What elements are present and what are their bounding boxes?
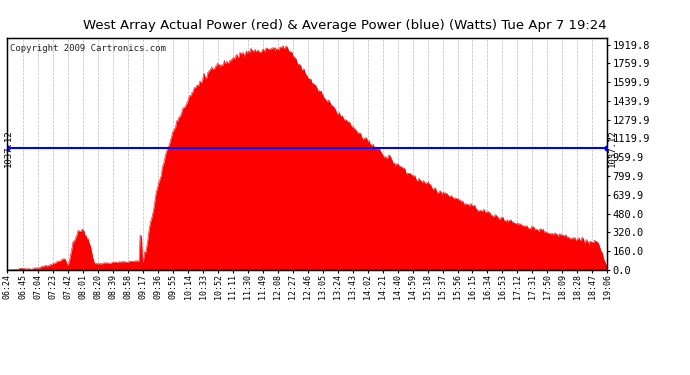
Text: 1037.12: 1037.12 [608,129,617,167]
Text: West Array Actual Power (red) & Average Power (blue) (Watts) Tue Apr 7 19:24: West Array Actual Power (red) & Average … [83,19,607,32]
Text: 1037.12: 1037.12 [3,129,12,167]
Text: Copyright 2009 Cartronics.com: Copyright 2009 Cartronics.com [10,45,166,54]
